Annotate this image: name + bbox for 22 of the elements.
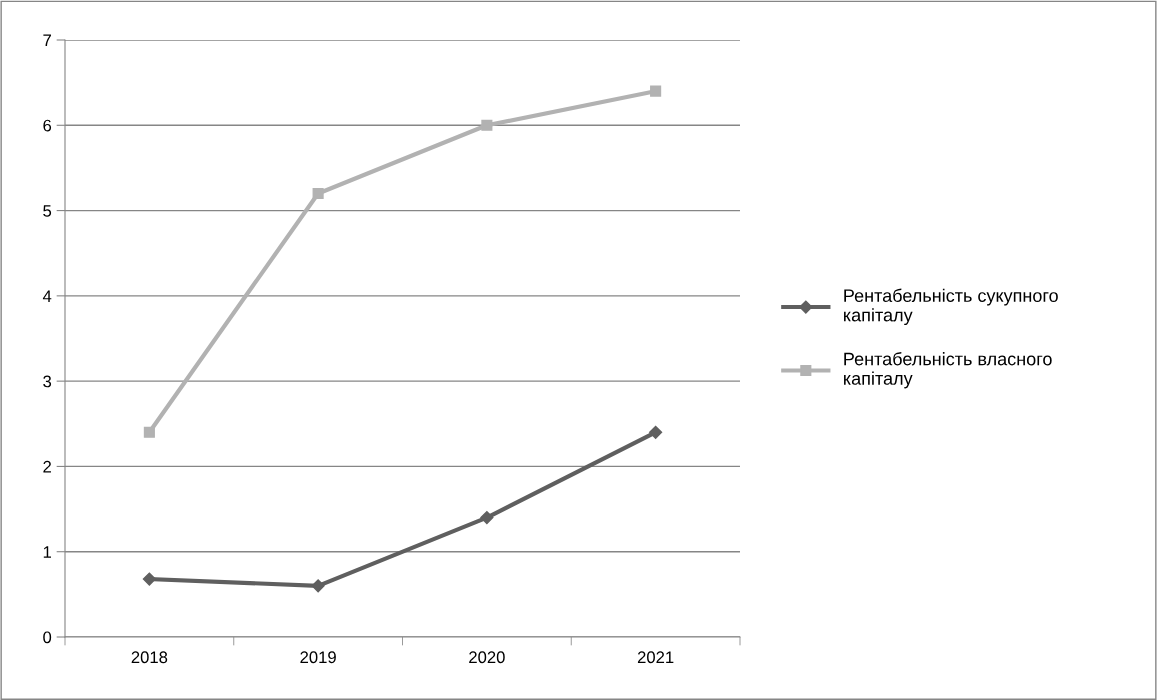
y-tick-label: 0 (43, 631, 52, 644)
point (480, 511, 494, 525)
y-tick-label: 2 (43, 460, 51, 473)
x-tick-label: 2021 (637, 651, 674, 664)
legend-label: Рентабельність власного капіталу (844, 351, 1052, 389)
y-tick-label: 5 (43, 205, 52, 217)
point (311, 579, 325, 593)
point (143, 426, 155, 438)
point (649, 425, 663, 439)
y-tick-label: 7 (43, 34, 51, 47)
x-tick-label: 2019 (300, 651, 336, 664)
y-tick-label: 1 (43, 546, 51, 558)
point (481, 119, 493, 131)
x-tick-label: 2020 (469, 651, 505, 664)
point (650, 85, 662, 97)
y-tick-label: 3 (43, 375, 52, 388)
y-tick-label: 4 (42, 290, 52, 302)
legend-label: Рентабельність сукупного капіталу (844, 288, 1058, 326)
point (142, 572, 156, 586)
y-tick-label: 6 (43, 119, 52, 132)
point (312, 187, 324, 200)
x-tick-label: 2018 (131, 651, 168, 664)
